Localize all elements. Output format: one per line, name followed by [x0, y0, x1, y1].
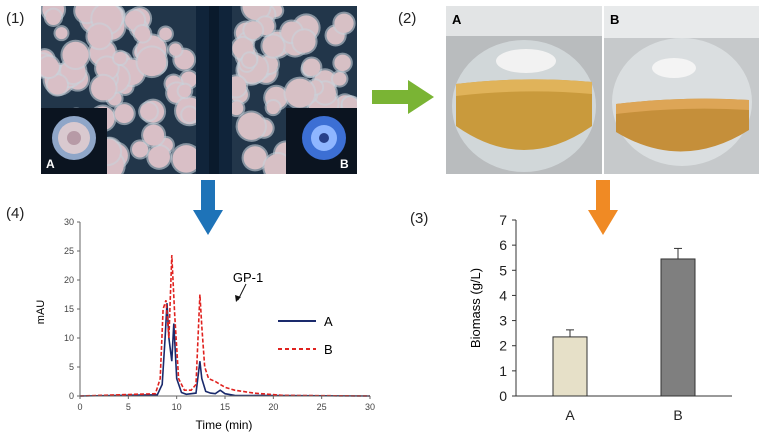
- panel-label-1: (1): [6, 10, 25, 27]
- colony: [62, 41, 89, 68]
- legend-label-a: A: [324, 314, 333, 329]
- x-tick-label: 0: [77, 402, 82, 412]
- colony: [293, 30, 316, 53]
- bar-b: [660, 258, 696, 397]
- flask-label-b: B: [610, 12, 620, 27]
- y-tick-label: 15: [64, 304, 74, 314]
- colony: [242, 53, 257, 68]
- colony: [262, 35, 284, 57]
- colony: [172, 145, 200, 173]
- colony: [143, 124, 165, 146]
- colony: [302, 58, 321, 76]
- bar-y-tick-label: 2: [499, 338, 507, 354]
- colony-b-icon: [302, 116, 346, 160]
- bar-y-tick-label: 4: [499, 287, 507, 303]
- gp1-annotation-arrowhead: [235, 295, 241, 302]
- colony: [264, 153, 291, 174]
- colony: [285, 78, 315, 108]
- colony: [91, 75, 116, 101]
- colony: [47, 75, 68, 95]
- inset-colony-a: A: [41, 108, 107, 174]
- colony: [159, 27, 172, 41]
- colony: [229, 101, 244, 116]
- biomass-bar-chart: 0 1 2 3 4 5 6 7 A B Biomass (g/L): [468, 212, 732, 423]
- flask-b-illustration: [604, 6, 759, 174]
- bar-category-label: B: [673, 407, 682, 423]
- x-tick-label: 15: [220, 402, 230, 412]
- colony: [334, 54, 351, 72]
- y-tick-label: 20: [64, 275, 74, 285]
- inset-label-b: B: [340, 157, 349, 171]
- colony: [342, 96, 357, 112]
- flask-label-a: A: [452, 12, 462, 27]
- colony: [334, 13, 354, 33]
- x-tick-label: 20: [268, 402, 278, 412]
- colony: [87, 24, 112, 49]
- bar-a: [552, 336, 588, 397]
- bar-y-tick-label: 1: [499, 363, 507, 379]
- series-line-a: [79, 303, 371, 397]
- orange-down-arrow: [588, 180, 618, 235]
- bar-category-label: A: [565, 407, 575, 423]
- colony: [266, 100, 280, 115]
- series-line-b: [79, 255, 371, 397]
- gp1-annotation: GP-1: [233, 270, 263, 285]
- y-tick-label: 0: [69, 391, 74, 401]
- colony: [243, 146, 267, 170]
- x-tick-label: 30: [365, 402, 375, 412]
- legend-label-b: B: [324, 342, 333, 357]
- colony: [134, 26, 151, 42]
- panel-label-4: (4): [6, 205, 25, 222]
- colony: [55, 27, 68, 40]
- colony: [332, 72, 347, 86]
- y-tick-label: 5: [69, 362, 74, 372]
- y-tick-label: 30: [64, 217, 74, 227]
- colony: [182, 107, 197, 123]
- bar-y-tick-label: 6: [499, 237, 507, 253]
- colony: [178, 84, 192, 98]
- colony: [96, 57, 118, 80]
- colony: [237, 112, 265, 140]
- flask-photo-a: A: [446, 6, 602, 174]
- y-tick-label: 10: [64, 333, 74, 343]
- chromatogram-ylabel: mAU: [35, 300, 47, 325]
- colony: [114, 104, 134, 124]
- bar-y-tick-label: 5: [499, 262, 507, 278]
- colony: [45, 9, 62, 25]
- colony: [41, 56, 59, 78]
- x-tick-label: 10: [172, 402, 182, 412]
- fungal-plate-photo: A B: [41, 6, 357, 174]
- colony: [244, 21, 263, 40]
- x-tick-label: 5: [126, 402, 131, 412]
- colony: [140, 103, 157, 120]
- colony: [113, 51, 127, 65]
- panel-label-3: (3): [410, 210, 429, 227]
- bar-y-tick-label: 0: [499, 388, 507, 404]
- colony-a-icon: [52, 116, 96, 160]
- inset-label-a: A: [46, 157, 55, 171]
- colony: [131, 141, 149, 158]
- x-tick-label: 25: [317, 402, 327, 412]
- flask-photo-b: B: [604, 6, 759, 174]
- blue-down-arrow: [193, 180, 223, 235]
- bar-y-tick-label: 3: [499, 313, 507, 329]
- colony: [169, 43, 182, 56]
- y-tick-label: 25: [64, 246, 74, 256]
- green-right-arrow: [372, 80, 434, 114]
- flask-a-illustration: [446, 6, 602, 174]
- inset-colony-b: B: [286, 108, 357, 174]
- colony: [148, 146, 171, 168]
- biomass-ylabel: Biomass (g/L): [468, 268, 483, 348]
- colony: [137, 47, 167, 77]
- bar-y-tick-label: 7: [499, 212, 507, 228]
- plate-colonies-illustration: [41, 6, 357, 174]
- panel-label-2: (2): [398, 10, 417, 27]
- chromatogram-xlabel: Time (min): [196, 418, 253, 432]
